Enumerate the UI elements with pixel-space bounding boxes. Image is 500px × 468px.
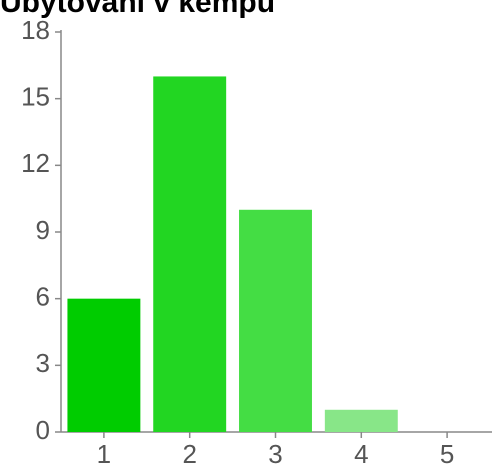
y-tick-label: 15: [21, 82, 50, 112]
y-tick-label: 6: [36, 282, 50, 312]
x-tick-label: 1: [97, 439, 111, 468]
y-tick-label: 3: [36, 348, 50, 378]
bar: [67, 298, 141, 432]
x-tick-label: 3: [268, 439, 282, 468]
y-tick-label: 9: [36, 215, 50, 245]
x-tick-label: 5: [440, 439, 454, 468]
y-tick-label: 18: [21, 15, 50, 45]
x-tick-label: 4: [354, 439, 368, 468]
y-tick-label: 12: [21, 148, 50, 178]
bar: [239, 209, 312, 432]
x-tick-label: 2: [182, 439, 196, 468]
bar: [153, 76, 227, 432]
bar: [324, 409, 398, 432]
chart-title: Ubytování v kempu: [0, 0, 275, 19]
y-tick-label: 0: [36, 415, 50, 445]
